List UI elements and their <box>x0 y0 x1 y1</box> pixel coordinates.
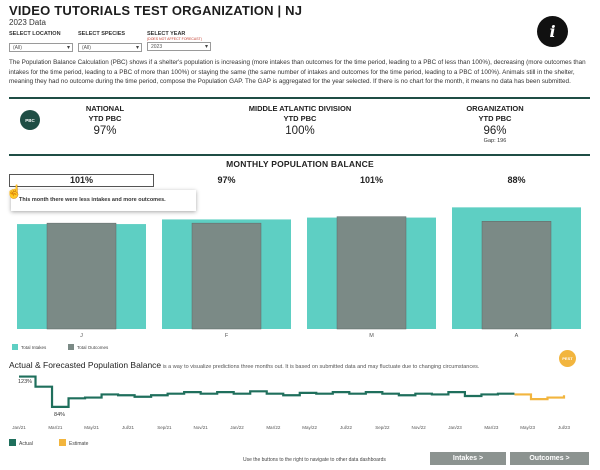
x-tick-label: Sep/22 <box>375 425 390 430</box>
outcomes-bar <box>481 221 552 330</box>
year-select[interactable]: 2023 ▾ <box>147 42 211 51</box>
x-tick-label: Jul/22 <box>340 425 353 430</box>
month-label: A <box>515 333 519 339</box>
x-tick-label: Jan/22 <box>230 425 244 430</box>
page-subtitle: 2023 Data <box>9 18 46 27</box>
month-label: M <box>369 333 374 339</box>
legend-outcomes-label: Total Outcomes <box>77 344 109 350</box>
chevron-down-icon: ▾ <box>66 45 70 51</box>
legend-intakes: Total Intakes <box>12 344 46 350</box>
annotation-min: 84% <box>54 412 65 418</box>
x-tick-label: Mar/21 <box>48 425 63 430</box>
pbc-description: The Population Balance Calculation (PBC)… <box>9 59 586 86</box>
outcomes-bar <box>191 222 262 330</box>
estimate-swatch <box>59 439 66 446</box>
legend-estimate-label: Estimate <box>69 441 89 447</box>
x-tick-label: Mar/23 <box>484 425 499 430</box>
outcomes-bar <box>336 216 407 330</box>
pbc-label: 97% <box>217 175 235 185</box>
kpi-organization: ORGANIZATION YTD PBC 96% Gap: 196 <box>450 104 540 144</box>
species-filter-label: SELECT SPECIES <box>78 31 126 37</box>
annotation-first: 123% <box>18 379 32 385</box>
x-tick-label: Jan/23 <box>448 425 462 430</box>
chevron-down-icon: ▾ <box>135 45 139 51</box>
location-filter-label: SELECT LOCATION <box>9 31 61 37</box>
page-title: VIDEO TUTORIALS TEST ORGANIZATION | NJ <box>9 3 303 18</box>
pbc-label: 101% <box>360 175 383 185</box>
chevron-down-icon: ▾ <box>204 44 208 50</box>
intakes-nav-button[interactable]: Intakes > <box>430 452 506 465</box>
actual-swatch <box>9 439 16 446</box>
x-tick-label: Jul/21 <box>122 425 135 430</box>
kpi-organization-value: 96% <box>483 125 507 137</box>
monthly-bar-chart: 101% J 97% F 101% M 88% A <box>17 175 581 339</box>
outcomes-bar <box>46 222 117 330</box>
pbc-label: 88% <box>507 175 525 185</box>
forecast-line-chart: 123% 84% Jan/21 Mar/21 May/21 Jul/21 Sep/21 Nov… <box>9 375 571 447</box>
kpi-division-value: 100% <box>285 125 315 137</box>
x-tick-label: May/22 <box>302 425 317 430</box>
year-filter: SELECT YEAR (DOES NOT AFFECT FORECAST) 2… <box>147 31 211 51</box>
x-tick-label: Sep/21 <box>157 425 172 430</box>
info-icon[interactable]: i <box>537 16 568 47</box>
month-label: J <box>80 333 83 339</box>
kpi-national-metric: YTD PBC <box>88 114 122 123</box>
year-filter-label: SELECT YEAR <box>147 31 186 37</box>
monthly-chart-title: MONTHLY POPULATION BALANCE <box>226 159 374 169</box>
pest-badge: PEST <box>559 350 576 367</box>
legend-outcomes: Total Outcomes <box>68 344 108 350</box>
estimate-line <box>514 393 566 401</box>
x-tick-label: May/23 <box>520 425 535 430</box>
kpi-division: MIDDLE ATLANTIC DIVISION YTD PBC 100% <box>220 104 380 137</box>
year-filter-note: (DOES NOT AFFECT FORECAST) <box>147 37 202 41</box>
forecast-title-main: Actual & Forecasted Population Balance <box>9 360 162 370</box>
forecast-title: Actual & Forecasted Population Balance i… <box>9 360 479 370</box>
outcomes-swatch <box>68 344 74 350</box>
pointer-cursor-icon: ☝ <box>6 184 23 199</box>
x-tick-label: Nov/22 <box>412 425 427 430</box>
location-select[interactable]: (All) ▾ <box>9 43 73 52</box>
kpi-organization-gap: Gap: 196 <box>483 138 507 144</box>
species-select-value: (All) <box>82 45 91 51</box>
pbc-label: 101% <box>70 175 93 185</box>
forecast-subtitle: is a way to visualize predictions three … <box>161 364 480 370</box>
actual-line <box>19 375 515 408</box>
outcomes-nav-button[interactable]: Outcomes > <box>510 452 589 465</box>
kpi-organization-title: ORGANIZATION <box>466 104 524 113</box>
kpi-division-title: MIDDLE ATLANTIC DIVISION <box>248 104 352 113</box>
year-select-value: 2023 <box>151 44 163 50</box>
monthly-chart: 101% J 97% F 101% M 88% A <box>9 169 590 355</box>
bar-tooltip: This month there were less intakes and m… <box>11 190 196 211</box>
nav-note: Use the buttons to the right to navigate… <box>243 457 386 463</box>
x-tick-label: Jan/21 <box>12 425 26 430</box>
location-filter: SELECT LOCATION (All) ▾ <box>9 31 73 52</box>
location-select-value: (All) <box>13 45 22 51</box>
kpi-national-title: NATIONAL <box>85 104 125 113</box>
kpi-division-metric: YTD PBC <box>283 114 317 123</box>
species-select[interactable]: (All) ▾ <box>78 43 142 52</box>
x-tick-label: Jul/23 <box>558 425 571 430</box>
x-tick-label: Nov/21 <box>194 425 209 430</box>
divider <box>9 97 590 99</box>
x-tick-label: Mar/22 <box>266 425 281 430</box>
legend-intakes-label: Total Intakes <box>21 344 47 350</box>
kpi-national: NATIONAL YTD PBC 97% <box>60 104 150 137</box>
pbc-logo: PBC <box>20 110 40 130</box>
x-tick-label: May/21 <box>84 425 99 430</box>
intakes-swatch <box>12 344 18 350</box>
kpi-national-value: 97% <box>93 125 117 137</box>
legend-actual-label: Actual <box>19 441 33 447</box>
species-filter: SELECT SPECIES (All) ▾ <box>78 31 142 52</box>
kpi-organization-metric: YTD PBC <box>478 114 512 123</box>
month-label: F <box>225 333 229 339</box>
hover-highlight <box>9 174 154 187</box>
divider <box>9 154 590 156</box>
